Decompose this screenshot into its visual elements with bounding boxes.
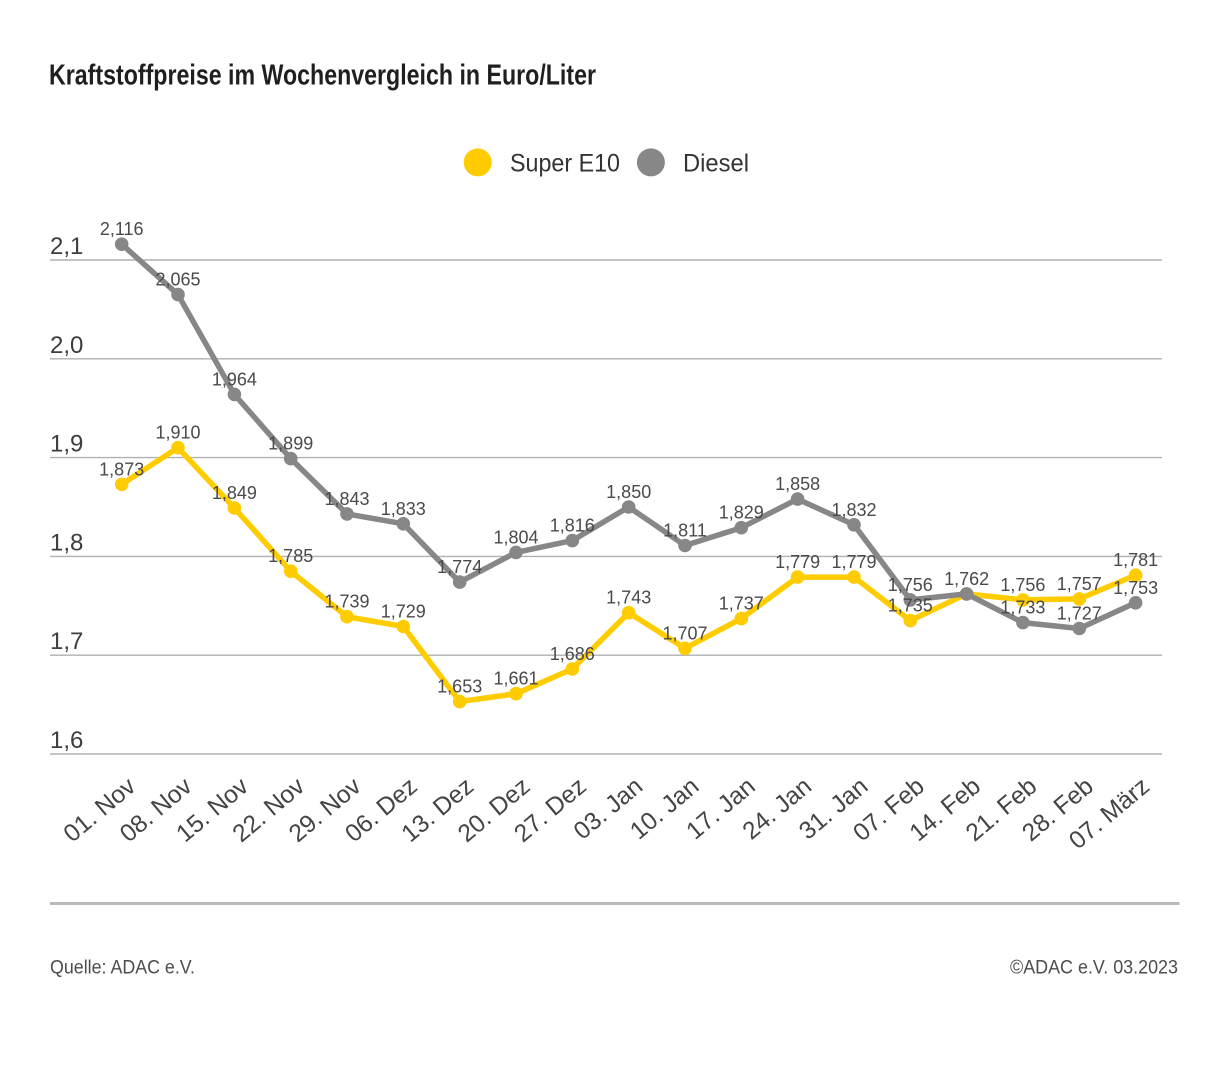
svg-text:Kraftstoffpreise im Wochenverg: Kraftstoffpreise im Wochenvergleich in E… xyxy=(49,60,596,92)
svg-text:1,757: 1,757 xyxy=(1057,574,1102,594)
svg-text:1,729: 1,729 xyxy=(381,602,426,622)
svg-text:1,686: 1,686 xyxy=(550,644,595,664)
svg-text:1,6: 1,6 xyxy=(50,727,83,754)
svg-text:1,762: 1,762 xyxy=(944,569,989,589)
svg-text:1,833: 1,833 xyxy=(381,499,426,519)
svg-text:1,811: 1,811 xyxy=(663,521,707,541)
svg-text:1,843: 1,843 xyxy=(324,489,369,509)
svg-text:Diesel: Diesel xyxy=(683,150,749,178)
svg-text:1,832: 1,832 xyxy=(831,500,876,520)
svg-text:1,774: 1,774 xyxy=(437,557,482,577)
svg-text:1,756: 1,756 xyxy=(1000,575,1045,595)
svg-text:1,873: 1,873 xyxy=(99,459,144,479)
svg-text:1,9: 1,9 xyxy=(50,431,83,458)
svg-text:1,850: 1,850 xyxy=(606,482,651,502)
svg-text:1,964: 1,964 xyxy=(212,369,257,389)
svg-text:2,0: 2,0 xyxy=(50,332,83,359)
svg-text:1,739: 1,739 xyxy=(324,592,369,612)
svg-text:1,785: 1,785 xyxy=(268,546,313,566)
svg-text:1,779: 1,779 xyxy=(775,552,820,572)
svg-text:1,829: 1,829 xyxy=(719,503,764,523)
svg-text:1,735: 1,735 xyxy=(888,596,933,616)
svg-text:1,653: 1,653 xyxy=(437,677,482,697)
svg-text:Super E10: Super E10 xyxy=(510,150,620,178)
svg-text:1,781: 1,781 xyxy=(1113,550,1158,570)
svg-text:1,858: 1,858 xyxy=(775,474,820,494)
svg-text:1,661: 1,661 xyxy=(493,669,538,689)
svg-text:1,733: 1,733 xyxy=(1000,598,1045,618)
svg-text:1,737: 1,737 xyxy=(719,594,764,614)
svg-text:1,804: 1,804 xyxy=(493,527,538,547)
svg-text:1,849: 1,849 xyxy=(212,483,257,503)
svg-text:1,899: 1,899 xyxy=(268,434,313,454)
svg-text:1,7: 1,7 xyxy=(50,628,83,655)
svg-text:1,779: 1,779 xyxy=(831,552,876,572)
svg-text:1,727: 1,727 xyxy=(1057,604,1102,624)
svg-text:Quelle: ADAC e.V.: Quelle: ADAC e.V. xyxy=(50,958,195,979)
svg-text:1,8: 1,8 xyxy=(50,529,83,556)
svg-text:1,707: 1,707 xyxy=(662,623,707,643)
svg-text:1,753: 1,753 xyxy=(1113,578,1158,598)
svg-text:2,1: 2,1 xyxy=(50,233,83,260)
svg-text:©ADAC e.V. 03.2023: ©ADAC e.V. 03.2023 xyxy=(1010,958,1178,979)
svg-text:1,743: 1,743 xyxy=(606,588,651,608)
svg-text:2,116: 2,116 xyxy=(100,219,144,239)
svg-text:1,910: 1,910 xyxy=(155,423,200,443)
svg-text:1,816: 1,816 xyxy=(550,516,595,536)
svg-text:2,065: 2,065 xyxy=(155,270,200,290)
svg-text:1,756: 1,756 xyxy=(888,575,933,595)
